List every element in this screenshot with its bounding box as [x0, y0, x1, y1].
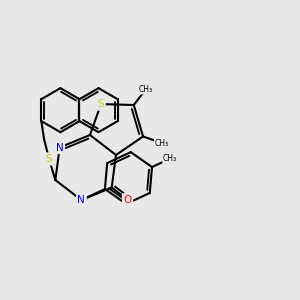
Text: S: S	[46, 154, 52, 164]
Text: N: N	[56, 142, 64, 152]
Text: O: O	[123, 195, 132, 205]
Text: CH₃: CH₃	[163, 154, 177, 163]
Text: N: N	[77, 195, 85, 205]
Text: CH₃: CH₃	[155, 139, 169, 148]
Text: S: S	[98, 99, 104, 109]
Text: CH₃: CH₃	[139, 85, 153, 94]
